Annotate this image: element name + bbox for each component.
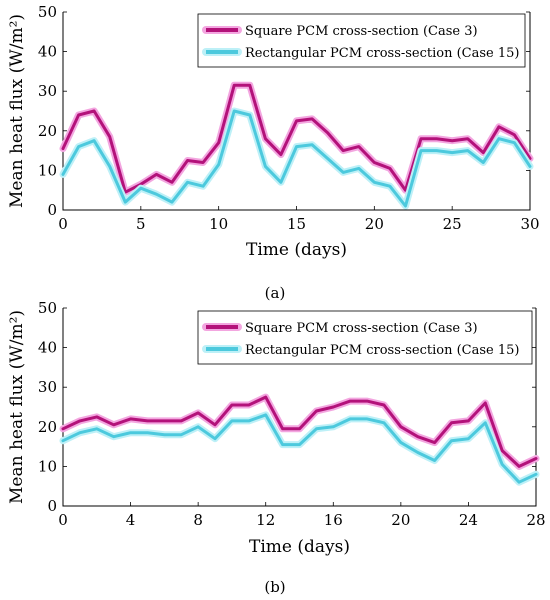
x-tick-label: 10 bbox=[209, 215, 228, 233]
x-tick-label: 24 bbox=[459, 511, 478, 529]
y-tick-label: 10 bbox=[38, 161, 57, 179]
x-tick-label: 16 bbox=[324, 511, 343, 529]
x-tick-label: 25 bbox=[443, 215, 462, 233]
legend-label: Square PCM cross-section (Case 3) bbox=[245, 321, 478, 336]
series-line-0 bbox=[61, 395, 538, 468]
y-axis-title: Mean heat flux (W/m²) bbox=[7, 14, 27, 208]
x-tick-label: 4 bbox=[126, 511, 136, 529]
y-tick-label: 20 bbox=[38, 122, 57, 140]
y-tick-label: 40 bbox=[38, 339, 57, 357]
legend-box bbox=[197, 13, 526, 68]
x-axis-title: Time (days) bbox=[249, 537, 350, 557]
x-tick-label: 5 bbox=[136, 215, 146, 233]
y-tick-label: 30 bbox=[38, 82, 57, 100]
chart-b: 0 10 20 30 40 50 0 4 8 12 16 20 24 28 Time (days) Mean … bbox=[7, 299, 546, 596]
series-line-1 bbox=[61, 109, 532, 208]
series-line-1 bbox=[61, 413, 538, 484]
x-tick-label: 15 bbox=[287, 215, 306, 233]
legend-label: Rectangular PCM cross-section (Case 15) bbox=[245, 343, 520, 358]
chart-caption: (b) bbox=[264, 578, 285, 596]
x-tick-label: 8 bbox=[193, 511, 203, 529]
y-tick-label: 0 bbox=[47, 201, 57, 219]
x-tick-label: 30 bbox=[520, 215, 539, 233]
x-tick-label: 0 bbox=[58, 511, 68, 529]
x-tick-label: 12 bbox=[256, 511, 275, 529]
x-tick-label: 20 bbox=[365, 215, 384, 233]
x-tick-label: 0 bbox=[58, 215, 68, 233]
y-tick-label: 40 bbox=[38, 43, 57, 61]
chart-caption: (a) bbox=[265, 284, 286, 302]
legend-label: Square PCM cross-section (Case 3) bbox=[245, 24, 478, 39]
series-line-0 bbox=[61, 83, 532, 194]
y-tick-label: 0 bbox=[47, 497, 57, 515]
y-tick-label: 50 bbox=[38, 299, 57, 317]
x-axis-title: Time (days) bbox=[246, 240, 347, 260]
y-tick-label: 30 bbox=[38, 378, 57, 396]
x-tick-label: 28 bbox=[526, 511, 545, 529]
chart-a: 0 10 20 30 40 50 0 5 10 15 20 25 30 Time (days) Mean h… bbox=[7, 3, 540, 302]
legend-box bbox=[197, 310, 533, 365]
y-tick-label: 20 bbox=[38, 418, 57, 436]
y-tick-label: 50 bbox=[38, 3, 57, 21]
axis-frame bbox=[62, 308, 537, 507]
legend-label: Rectangular PCM cross-section (Case 15) bbox=[245, 46, 520, 61]
y-tick-label: 10 bbox=[38, 457, 57, 475]
x-tick-label: 20 bbox=[391, 511, 410, 529]
y-axis-title: Mean heat flux (W/m²) bbox=[7, 310, 27, 504]
